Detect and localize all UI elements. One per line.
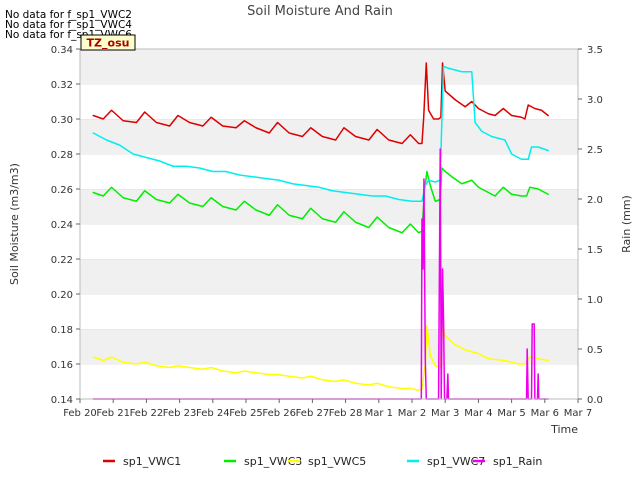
y2-tick-label: 1.5 xyxy=(587,245,603,256)
legend-entry-label: sp1_VWC7 xyxy=(427,455,485,468)
site-label-box xyxy=(80,34,136,51)
y-tick-label: 0.20 xyxy=(51,290,73,301)
y-tick-label: 0.34 xyxy=(51,45,73,56)
x-tick-label: Feb 26 xyxy=(262,408,296,419)
y2-tick-label: 0.0 xyxy=(587,395,603,406)
grid-band xyxy=(80,119,578,154)
grid-band xyxy=(80,364,578,399)
y-tick-label: 0.18 xyxy=(51,325,73,336)
legend-entry-label: sp1_VWC5 xyxy=(308,455,366,468)
y2-tick-label: 1.0 xyxy=(587,295,603,306)
x-tick-label: Mar 1 xyxy=(365,408,393,419)
x-tick-label: Mar 6 xyxy=(531,408,559,419)
series-line-sp1-vwc3 xyxy=(92,167,549,234)
grid-band xyxy=(80,294,578,329)
y-tick-label: 0.30 xyxy=(51,115,73,126)
x-tick-label: Feb 20 xyxy=(63,408,97,419)
x-axis-label: Time xyxy=(550,423,578,436)
y-tick-label: 0.22 xyxy=(51,255,73,266)
legend-entry-label: sp1_Rain xyxy=(493,455,542,468)
x-tick-label: Feb 27 xyxy=(296,408,330,419)
series-line-sp1-vwc7 xyxy=(92,65,549,202)
x-axis: Feb 20 Feb 21 Feb 22 Feb 23 Feb 24 Feb 25 Feb … xyxy=(63,399,592,419)
grid-band xyxy=(80,189,578,224)
legend-entry-label: sp1_VWC1 xyxy=(123,455,181,468)
grid-band xyxy=(80,329,578,364)
grid-band xyxy=(80,49,578,84)
legend-entry-label: sp1_VWC3 xyxy=(244,455,302,468)
chart-title: Soil Moisture And Rain xyxy=(247,4,393,19)
y2-tick-label: 2.5 xyxy=(587,145,603,156)
y-axis-right: 0.0 0.5 1.0 1.5 2.0 2.5 3.0 3.5 xyxy=(578,45,603,406)
y-tick-label: 0.28 xyxy=(51,150,73,161)
x-tick-label: Feb 28 xyxy=(329,408,363,419)
x-tick-label: Mar 3 xyxy=(431,408,459,419)
grid-bands xyxy=(80,48,578,399)
y2-tick-label: 3.0 xyxy=(587,95,603,106)
y2-tick-label: 3.5 xyxy=(587,45,603,56)
x-tick-label: Mar 5 xyxy=(497,408,525,419)
x-tick-label: Mar 7 xyxy=(564,408,592,419)
y-tick-label: 0.16 xyxy=(51,360,73,371)
y2-axis-label: Rain (mm) xyxy=(620,195,633,253)
grid-band xyxy=(80,84,578,119)
x-tick-label: Feb 23 xyxy=(163,408,197,419)
x-tick-label: Feb 25 xyxy=(229,408,263,419)
no-data-message: No data for f_sp1_VWC4 xyxy=(5,19,132,31)
no-data-message: No data for f_sp1_VWC2 xyxy=(5,9,132,21)
y-tick-label: 0.14 xyxy=(51,395,73,406)
series-line-sp1-vwc5 xyxy=(92,324,549,391)
grid-band xyxy=(80,154,578,189)
x-tick-label: Feb 21 xyxy=(96,408,130,419)
y2-tick-label: 0.5 xyxy=(587,345,603,356)
grid-band xyxy=(80,259,578,294)
legend: sp1_VWC1 sp1_VWC3 sp1_VWC5 sp1_VWC7 sp1_Rain xyxy=(103,455,542,468)
y-axis-left: 0.14 0.16 0.18 0.20 0.22 0.24 0.26 0.28 0.30 0.32… xyxy=(51,45,80,406)
y-axis-label: Soil Moisture (m3/m3) xyxy=(8,163,21,285)
y-tick-label: 0.32 xyxy=(51,80,73,91)
x-tick-label: Mar 4 xyxy=(464,408,492,419)
y-tick-label: 0.24 xyxy=(51,220,73,231)
x-tick-label: Feb 24 xyxy=(196,408,230,419)
x-tick-label: Mar 2 xyxy=(398,408,426,419)
y2-tick-label: 2.0 xyxy=(587,195,603,206)
y-tick-label: 0.26 xyxy=(51,185,73,196)
x-tick-label: Feb 22 xyxy=(130,408,164,419)
site-label: TZ_osu xyxy=(87,37,130,50)
grid-band xyxy=(80,224,578,259)
series-line-sp1-vwc1 xyxy=(92,62,549,145)
